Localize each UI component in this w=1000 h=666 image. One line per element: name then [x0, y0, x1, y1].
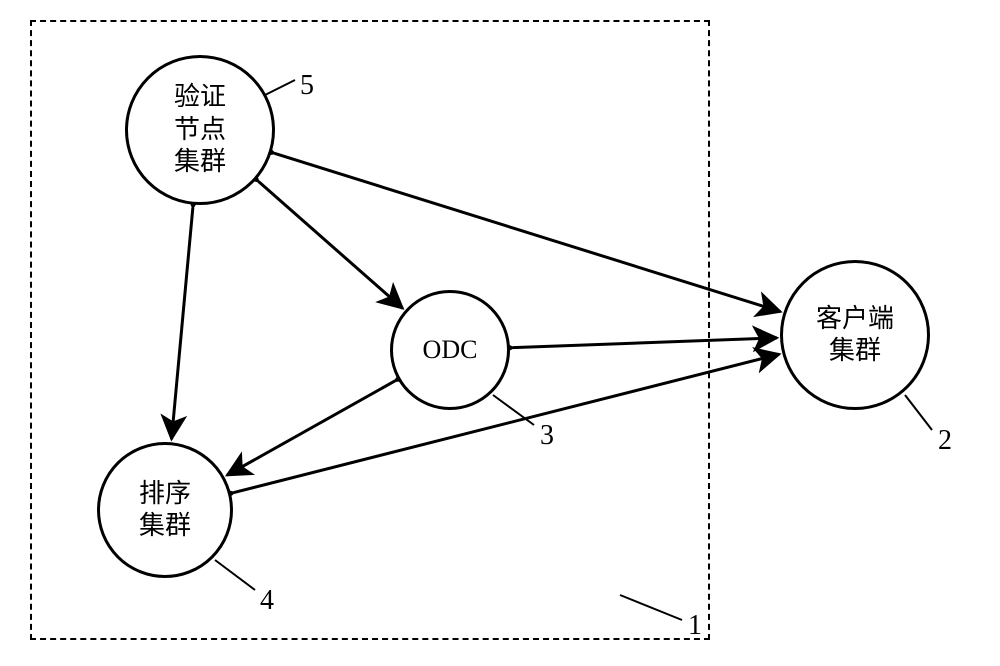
ref-number-2: 2 [938, 425, 952, 457]
node-label: 验证 节点 集群 [174, 81, 226, 179]
node-odc: ODC [390, 290, 510, 410]
node-label: 客户端 集群 [816, 303, 894, 368]
ref-number-1: 1 [688, 610, 702, 642]
leader-n2 [905, 395, 932, 430]
node-label: ODC [423, 334, 478, 367]
node-client-cluster: 客户端 集群 [780, 260, 930, 410]
ref-number-3: 3 [540, 420, 554, 452]
diagram-canvas: 验证 节点 集群 ODC 排序 集群 客户端 集群 1 2 3 4 5 [0, 0, 1000, 666]
node-sort-cluster: 排序 集群 [97, 442, 233, 578]
node-label: 排序 集群 [139, 478, 191, 543]
ref-number-4: 4 [260, 585, 274, 617]
node-validation-cluster: 验证 节点 集群 [125, 55, 275, 205]
ref-number-5: 5 [300, 70, 314, 102]
